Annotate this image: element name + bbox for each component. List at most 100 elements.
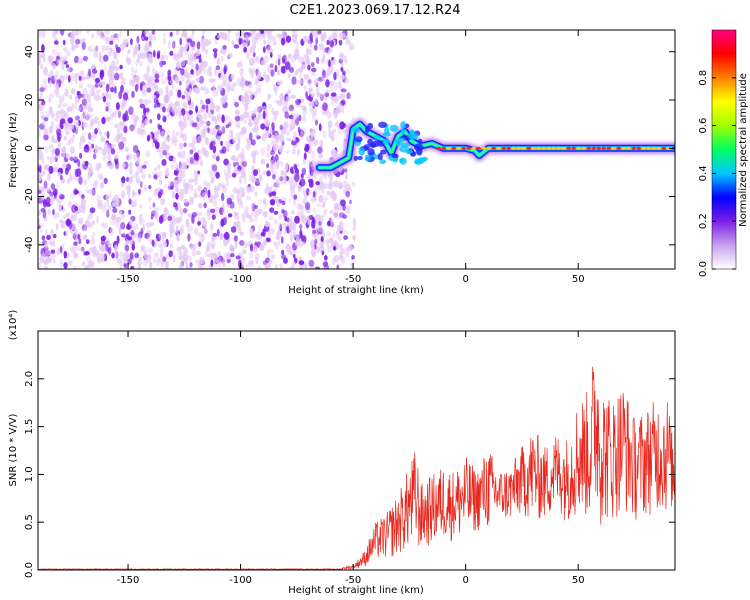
noise-speckle	[128, 219, 133, 226]
noise-speckle	[341, 106, 345, 114]
noise-speckle	[149, 261, 153, 269]
noise-speckle	[84, 265, 89, 269]
noise-speckle	[292, 254, 296, 259]
noise-speckle	[188, 105, 194, 110]
noise-speckle	[109, 162, 115, 169]
noise-speckle	[329, 174, 333, 183]
noise-speckle	[215, 124, 221, 130]
noise-speckle	[298, 71, 302, 80]
noise-speckle	[233, 235, 238, 242]
signal-peak	[611, 146, 616, 150]
noise-speckle	[264, 263, 270, 269]
noise-speckle	[212, 232, 218, 237]
noise-speckle	[141, 129, 146, 136]
noise-speckle	[140, 81, 146, 86]
noise-speckle	[55, 110, 61, 119]
noise-speckle	[340, 248, 346, 255]
noise-speckle	[220, 257, 223, 262]
noise-speckle	[181, 161, 188, 171]
x-tick-label: -150	[117, 274, 140, 285]
noise-speckle	[334, 110, 339, 117]
noise-speckle	[83, 226, 88, 232]
noise-speckle	[147, 76, 153, 83]
noise-speckle	[227, 52, 233, 59]
noise-speckle	[70, 32, 76, 41]
noise-speckle	[78, 30, 82, 34]
noise-speckle	[176, 233, 180, 242]
noise-speckle	[185, 218, 190, 227]
x-tick-label: 50	[572, 575, 585, 586]
noise-speckle	[144, 118, 150, 125]
noise-speckle	[79, 152, 83, 159]
noise-speckle	[311, 132, 317, 139]
noise-speckle	[116, 33, 120, 42]
noise-speckle	[175, 163, 179, 171]
noise-speckle	[60, 259, 63, 269]
noise-speckle	[128, 106, 134, 115]
noise-speckle	[179, 164, 183, 173]
noise-speckle	[121, 77, 127, 85]
noise-speckle	[114, 86, 117, 94]
noise-speckle	[251, 43, 257, 50]
noise-speckle	[199, 256, 205, 265]
noise-speckle	[271, 107, 275, 115]
noise-speckle	[73, 156, 78, 163]
noise-speckle	[38, 185, 42, 190]
noise-speckle	[39, 52, 46, 59]
noise-speckle	[137, 261, 140, 266]
noise-speckle	[116, 46, 121, 54]
noise-speckle	[329, 82, 334, 87]
noise-speckle	[66, 212, 70, 218]
noise-speckle	[295, 235, 300, 241]
noise-speckle	[92, 153, 97, 160]
noise-speckle	[151, 85, 157, 92]
noise-speckle	[40, 63, 44, 70]
signal-peak	[456, 146, 461, 150]
noise-speckle	[325, 79, 330, 88]
noise-speckle	[277, 100, 283, 106]
noise-speckle	[77, 159, 81, 168]
noise-speckle	[162, 32, 166, 38]
noise-speckle	[142, 224, 146, 232]
noise-speckle	[282, 222, 287, 229]
noise-speckle	[52, 209, 55, 216]
signal-track	[311, 116, 675, 176]
noise-speckle	[75, 73, 80, 78]
noise-speckle	[76, 91, 80, 96]
noise-speckle	[231, 172, 237, 178]
noise-speckle	[187, 213, 193, 218]
noise-speckle	[175, 131, 179, 136]
noise-speckle	[169, 50, 174, 56]
signal-peak	[496, 146, 501, 150]
noise-speckle	[235, 132, 241, 141]
noise-speckle	[250, 30, 256, 35]
noise-speckle	[133, 46, 138, 55]
noise-speckle	[248, 67, 252, 74]
noise-speckle	[237, 77, 242, 86]
noise-speckle	[91, 69, 98, 74]
noise-speckle	[271, 128, 276, 136]
noise-speckle	[99, 181, 105, 189]
noise-speckle	[206, 182, 211, 189]
noise-speckle	[197, 149, 201, 154]
noise-speckle	[288, 217, 293, 224]
noise-speckle	[120, 213, 126, 219]
noise-speckle	[45, 250, 51, 257]
noise-speckle	[119, 261, 123, 269]
noise-speckle	[285, 149, 290, 154]
noise-speckle	[328, 130, 335, 139]
y-tick-label: -20	[24, 188, 35, 204]
noise-speckle	[328, 59, 331, 68]
noise-speckle	[340, 88, 347, 93]
signal-fragment	[358, 147, 365, 156]
noise-speckle	[259, 174, 263, 181]
noise-speckle	[253, 204, 258, 210]
noise-speckle	[79, 70, 85, 76]
noise-speckle	[95, 167, 100, 172]
noise-speckle	[288, 198, 292, 203]
noise-speckle	[231, 82, 237, 88]
noise-speckle	[292, 113, 298, 121]
noise-speckle	[291, 149, 296, 155]
noise-speckle	[188, 178, 194, 183]
noise-speckle	[238, 201, 244, 209]
